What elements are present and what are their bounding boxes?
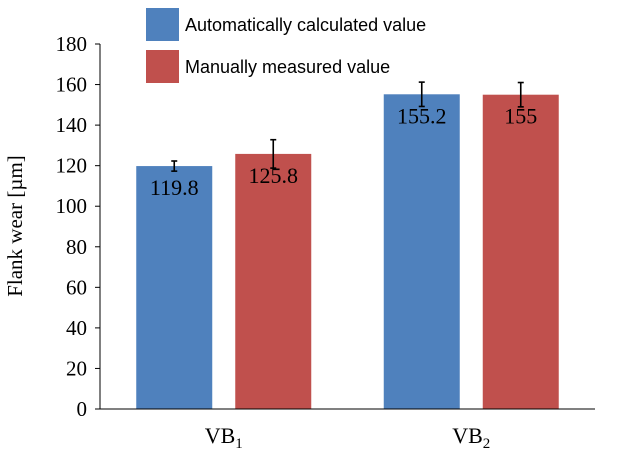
x-category-label: VB1: [205, 423, 243, 452]
legend-swatch-automatic: [146, 8, 179, 41]
legend: Automatically calculated value Manually m…: [146, 8, 426, 83]
y-tick-label: 80: [66, 235, 87, 259]
x-axis-categories: VB1 VB2: [205, 423, 491, 452]
legend-label-automatic: Automatically calculated value: [185, 15, 426, 35]
bars: [136, 94, 559, 410]
y-tick-label: 0: [77, 397, 88, 421]
y-tick-label: 100: [56, 194, 88, 218]
value-labels: 119.8 125.8 155.2 155: [150, 103, 537, 200]
error-bars: [171, 81, 524, 172]
y-tick-label: 140: [56, 113, 88, 137]
y-tick-label: 60: [66, 275, 87, 299]
y-axis-ticks: 0 20 40 60 80 100 120 140 160 180: [56, 32, 100, 421]
data-label: 155.2: [397, 103, 447, 128]
bar-manual-1: [235, 153, 312, 409]
y-tick-label: 180: [56, 32, 88, 56]
y-tick-label: 20: [66, 356, 87, 380]
x-category-label: VB2: [452, 423, 490, 452]
y-tick-label: 40: [66, 316, 87, 340]
data-label: 119.8: [150, 175, 199, 200]
data-label: 155: [504, 104, 537, 129]
bar-manual-2: [482, 94, 559, 409]
bar-automatic-1: [136, 166, 213, 409]
y-tick-label: 120: [56, 154, 88, 178]
y-axis-title: Flank wear [µm]: [3, 155, 27, 297]
data-label: 125.8: [249, 163, 299, 188]
y-tick-label: 160: [56, 73, 88, 97]
bar-automatic-2: [383, 94, 460, 410]
legend-swatch-manual: [146, 50, 179, 83]
legend-label-manual: Manually measured value: [185, 57, 390, 77]
